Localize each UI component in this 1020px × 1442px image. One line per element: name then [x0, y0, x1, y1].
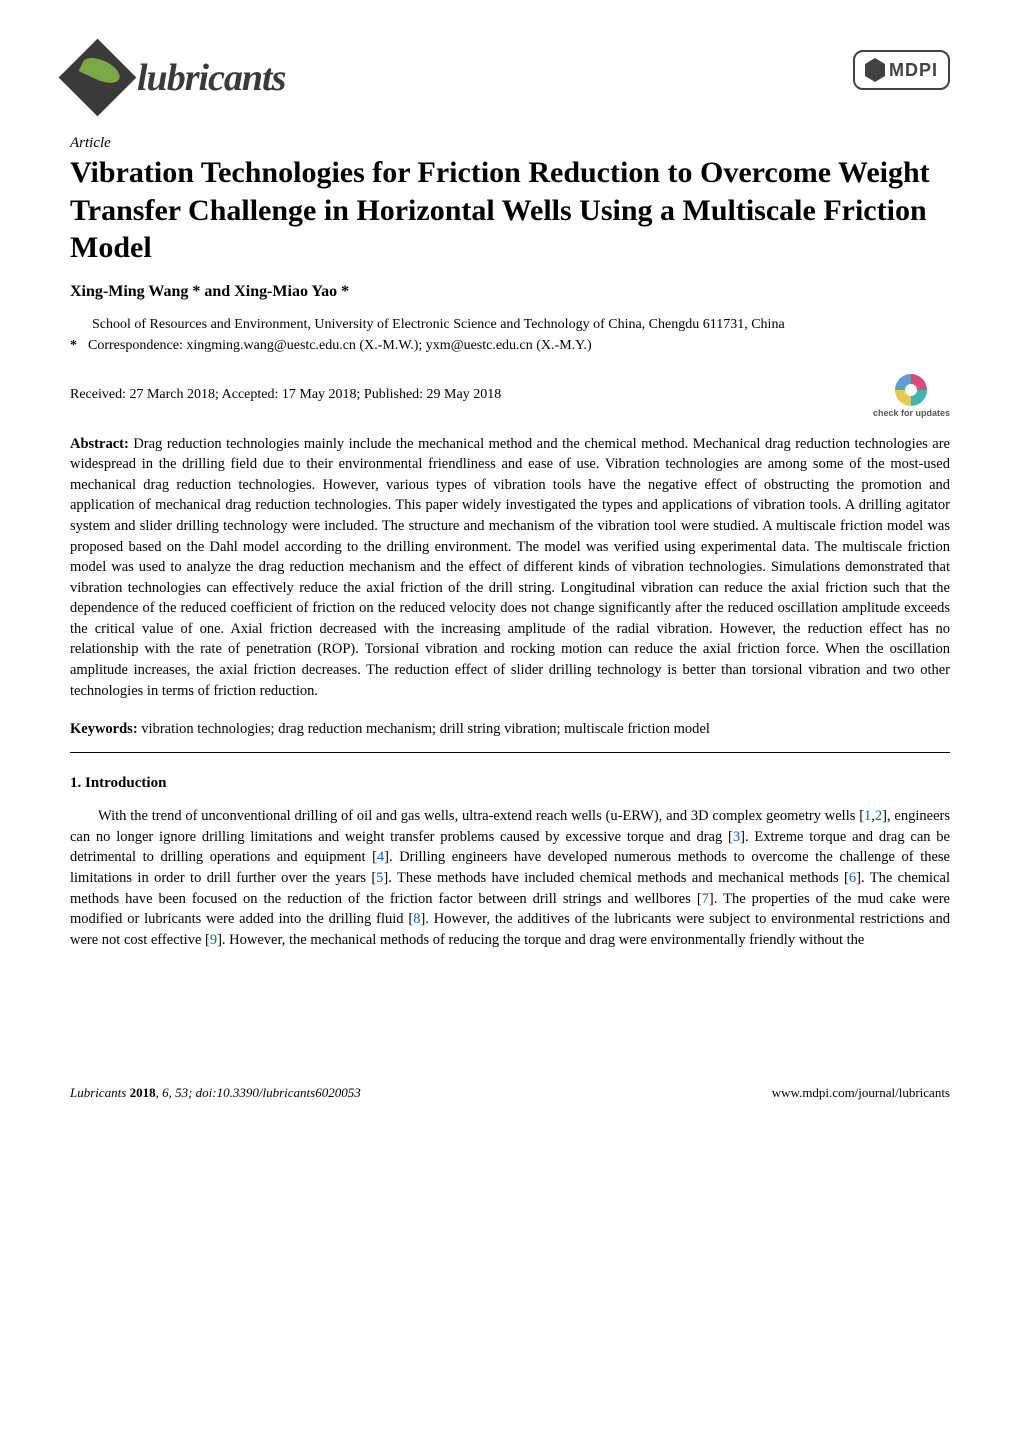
journal-logo-group: lubricants: [70, 50, 285, 105]
correspondence-marker: *: [70, 336, 88, 356]
publisher-label: MDPI: [889, 60, 938, 81]
keywords-block: Keywords: vibration technologies; drag r…: [70, 719, 950, 740]
abstract-label: Abstract:: [70, 436, 129, 452]
keywords-label: Keywords:: [70, 721, 138, 737]
affiliation: School of Resources and Environment, Uni…: [92, 315, 950, 335]
footer-year: 2018: [130, 1085, 156, 1100]
article-title: Vibration Technologies for Friction Redu…: [70, 154, 950, 267]
lubricants-logo-icon: [59, 39, 137, 117]
intro-text-1: With the trend of unconventional drillin…: [98, 808, 864, 824]
footer-url[interactable]: www.mdpi.com/journal/lubricants: [772, 1085, 950, 1101]
check-updates-icon: [893, 372, 929, 408]
footer-journal-abbrev: Lubricants: [70, 1085, 126, 1100]
mdpi-logo: MDPI: [853, 50, 950, 90]
abstract-block: Abstract: Drag reduction technologies ma…: [70, 434, 950, 702]
introduction-paragraph: With the trend of unconventional drillin…: [70, 806, 950, 950]
pub-dates: Received: 27 March 2018; Accepted: 17 Ma…: [70, 387, 501, 403]
correspondence-text: Correspondence: xingming.wang@uestc.edu.…: [88, 338, 592, 353]
journal-name: lubricants: [137, 56, 285, 100]
intro-text-5: ]. These methods have included chemical …: [383, 870, 848, 886]
ref-1[interactable]: 1: [864, 808, 871, 824]
section-1-heading: 1. Introduction: [70, 775, 950, 792]
correspondence: *Correspondence: xingming.wang@uestc.edu…: [70, 336, 950, 356]
keywords-text: vibration technologies; drag reduction m…: [141, 721, 710, 737]
footer-volume-doi: , 6, 53; doi:10.3390/lubricants6020053: [156, 1085, 361, 1100]
page-header: lubricants MDPI: [70, 50, 950, 105]
mdpi-hex-icon: [865, 58, 885, 82]
ref-7[interactable]: 7: [702, 891, 709, 907]
dates-row: Received: 27 March 2018; Accepted: 17 Ma…: [70, 372, 950, 418]
footer-citation: Lubricants 2018, 6, 53; doi:10.3390/lubr…: [70, 1085, 361, 1101]
abstract-text: Drag reduction technologies mainly inclu…: [70, 436, 950, 699]
ref-9[interactable]: 9: [210, 932, 217, 948]
section-divider: [70, 752, 950, 753]
article-type: Article: [70, 135, 950, 152]
page-footer: Lubricants 2018, 6, 53; doi:10.3390/lubr…: [0, 1085, 1020, 1131]
intro-text-9: ]. However, the mechanical methods of re…: [217, 932, 864, 948]
authors-line: Xing-Ming Wang * and Xing-Miao Yao *: [70, 283, 950, 301]
check-updates-label: check for updates: [873, 408, 950, 418]
check-for-updates-badge[interactable]: check for updates: [873, 372, 950, 418]
